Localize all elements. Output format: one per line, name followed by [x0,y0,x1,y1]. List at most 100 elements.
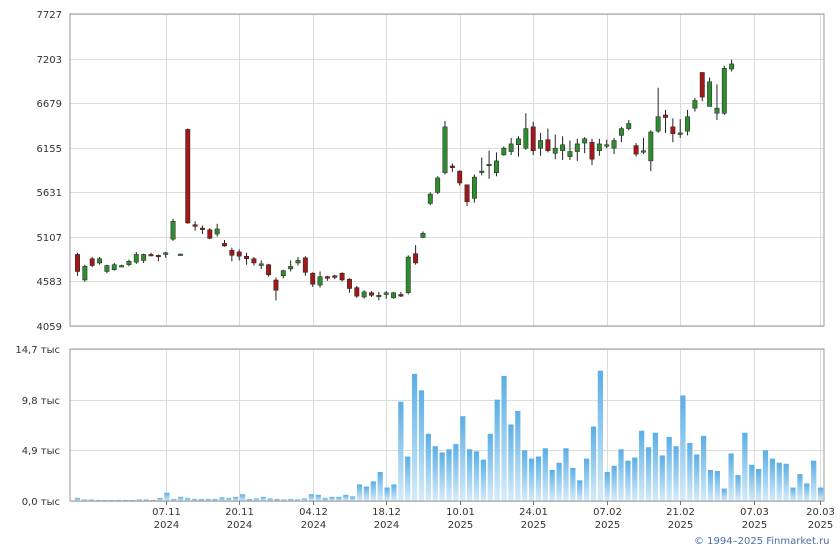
candle-up [538,140,543,149]
candle-up [641,150,646,153]
price-panel-frame [69,13,825,327]
volume-bar [632,457,638,501]
candle-up [560,144,566,151]
candle-down [633,145,639,155]
candle-up [133,254,139,263]
volume-bar [694,454,700,501]
volume-bar [281,499,287,501]
volume-y-axis: 14,7 тыс 9,8 тыс 4,9 тыс 0,0 тыс [15,345,60,508]
candle-up [692,100,698,109]
candle-down [273,279,279,291]
candle-up [405,256,411,293]
candle-up [391,292,397,299]
volume-bar [604,472,610,501]
x-tick-year: 2025 [668,520,693,531]
x-tick-year: 2025 [742,520,767,531]
volume-bar [157,497,163,501]
volume-bar [81,499,87,501]
volume-bar [762,450,769,501]
x-tick-day: 07.02 [593,507,622,518]
volume-bar [336,496,342,501]
volume-bar [432,446,438,501]
candle-up [677,132,683,135]
candle-down [369,292,374,296]
candle-up [685,116,690,132]
volume-bar [542,448,548,501]
candle-down [251,258,257,264]
price-tick-label: 4059 [37,322,62,333]
volume-bar [756,468,762,501]
volume-bar [460,416,466,501]
volume-bar [707,469,714,501]
candle-up [361,291,367,298]
candle-up [582,138,588,144]
candle-up [508,143,514,152]
volume-bar [494,399,500,501]
x-tick-year: 2025 [448,520,473,531]
volume-bar [639,430,645,501]
volume-bar [219,497,225,501]
price-tick-label: 6679 [37,99,62,110]
candle-down [589,141,595,160]
volume-bar [577,480,583,501]
candle-up [435,177,441,193]
candle-up [104,265,110,272]
volume-bar [95,499,101,501]
volume-bar [790,487,796,501]
volume-bar [308,494,314,501]
volume-bar [769,458,776,501]
volume-bar [687,443,693,501]
x-tick-year: 2024 [154,520,179,531]
x-axis: 07.11 2024 20.11 2024 04.12 2024 18.12 2024 10.0… [152,501,835,531]
x-tick-year: 2024 [227,520,252,531]
volume-bar [246,498,253,501]
price-tick-label: 5107 [37,233,62,244]
candle-up [427,193,433,204]
volume-bar [501,375,507,501]
volume-bar [618,449,624,501]
candle-down [464,184,470,202]
volume-bar [700,435,707,501]
candle-down [699,72,705,98]
candle-up [567,151,573,157]
candle-down [89,258,95,266]
candle-up [486,164,492,167]
price-grid [70,14,824,327]
volume-bar [487,433,493,501]
volume-bar [102,499,108,501]
candle-up [177,253,183,256]
volume-bar [625,460,631,501]
volume-bar [143,499,149,501]
candle-up [214,228,220,235]
candle-up [170,221,176,240]
volume-bar [74,497,81,501]
candle-down [244,255,250,259]
volume-bar [88,499,94,501]
volume-bar [109,499,115,501]
candle-down [339,272,345,281]
volume-bar [136,499,142,501]
volume-bar [439,452,445,501]
volume-bar [742,432,748,501]
candle-up [729,63,735,70]
volume-bar [508,424,514,501]
candle-up [295,260,301,264]
volume-bar [528,458,535,501]
volume-bar [666,436,672,501]
candle-up [501,147,507,156]
candle-up [714,107,720,114]
candle-down [207,229,213,239]
volume-bar [377,472,383,501]
volume-tick-label: 9,8 тыс [22,396,60,407]
volume-bar [652,432,659,501]
volume-bar [164,492,170,501]
volume-bar [239,494,246,501]
volume-bar [776,462,782,501]
x-tick-day: 07.03 [740,507,769,518]
volume-bar [515,411,521,501]
volume-bar [570,467,576,501]
candle-up [111,264,117,271]
candle-down [545,139,551,151]
x-tick-day: 20.03 [806,507,835,518]
